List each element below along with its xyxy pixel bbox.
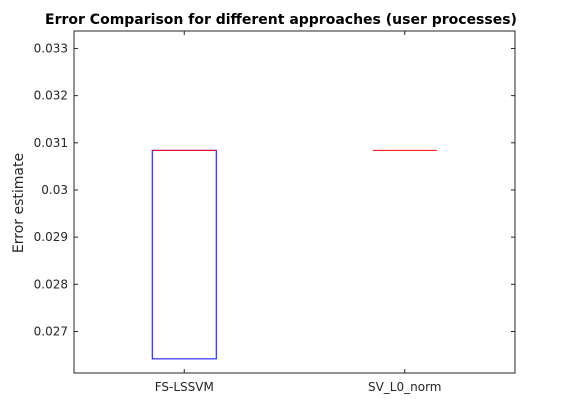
y-tick-label: 0.03 — [41, 183, 68, 197]
plot-frame — [73, 30, 516, 374]
y-tick-label: 0.031 — [34, 136, 68, 150]
x-tick-label: FS-LSSVM — [155, 380, 214, 394]
x-ticks: FS-LSSVM SV_L0_norm — [155, 31, 442, 394]
box-0 — [151, 149, 217, 360]
x-tick-label: SV_L0_norm — [368, 380, 442, 394]
y-ticks: 0.027 0.028 0.029 0.03 0.031 0.032 0.033 — [34, 41, 515, 338]
boxes — [151, 149, 437, 360]
y-tick-label: 0.027 — [34, 324, 68, 338]
y-tick-label: 0.028 — [34, 277, 68, 291]
y-tick-label: 0.029 — [34, 230, 68, 244]
y-axis-label: Error estimate — [11, 153, 27, 253]
y-tick-label: 0.033 — [34, 41, 68, 55]
y-tick-label: 0.032 — [34, 89, 68, 103]
chart-title: Error Comparison for different approache… — [45, 12, 517, 28]
